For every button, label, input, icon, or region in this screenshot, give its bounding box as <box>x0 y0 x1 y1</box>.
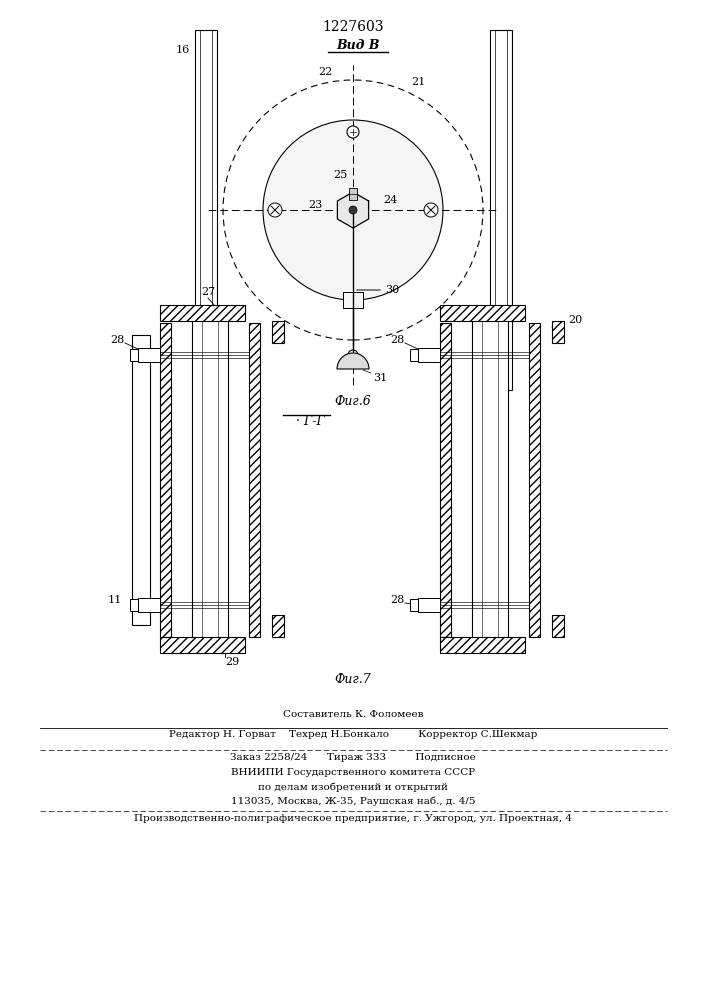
Bar <box>552 321 564 343</box>
Text: Редактор Н. Горват    Техред Н.Бонкало         Корректор С.Шекмар: Редактор Н. Горват Техред Н.Бонкало Корр… <box>169 730 537 739</box>
Circle shape <box>263 120 443 300</box>
Polygon shape <box>337 192 368 228</box>
Bar <box>138 348 160 362</box>
Text: 28: 28 <box>391 335 405 345</box>
Bar <box>130 349 138 361</box>
Text: 11: 11 <box>107 595 122 605</box>
Text: 1227603: 1227603 <box>322 20 384 34</box>
Bar <box>552 615 564 637</box>
Bar <box>160 305 245 321</box>
Text: 20: 20 <box>568 315 583 325</box>
Text: 21: 21 <box>411 77 425 87</box>
Bar <box>418 348 440 362</box>
Text: 113035, Москва, Ж-35, Раушская наб., д. 4/5: 113035, Москва, Ж-35, Раушская наб., д. … <box>230 796 475 806</box>
Text: 27: 27 <box>201 287 215 297</box>
Bar <box>410 349 418 361</box>
Circle shape <box>268 203 282 217</box>
Bar <box>440 323 451 637</box>
Text: 23: 23 <box>309 200 323 210</box>
Text: · Г-Г: · Г-Г <box>296 415 325 428</box>
Bar <box>249 323 260 637</box>
Bar <box>138 598 160 612</box>
Bar <box>132 335 150 625</box>
Bar <box>440 305 525 321</box>
Bar <box>192 310 228 650</box>
Bar <box>272 615 284 637</box>
Text: Фиг.6: Фиг.6 <box>334 395 371 408</box>
Circle shape <box>349 206 357 214</box>
Text: Вид В: Вид В <box>337 39 380 52</box>
Bar <box>130 599 138 611</box>
Text: по делам изобретений и открытий: по делам изобретений и открытий <box>258 782 448 792</box>
Text: 28: 28 <box>111 335 125 345</box>
Bar <box>472 310 508 650</box>
Text: Производственно-полиграфическое предприятие, г. Ужгород, ул. Проектная, 4: Производственно-полиграфическое предприя… <box>134 814 572 823</box>
Bar <box>160 323 171 637</box>
Text: 31: 31 <box>373 373 387 383</box>
Bar <box>343 292 363 308</box>
Text: 30: 30 <box>385 285 399 295</box>
Text: Фиг.7: Фиг.7 <box>334 673 371 686</box>
Text: 28: 28 <box>391 595 405 605</box>
Bar <box>490 30 512 390</box>
Text: 25: 25 <box>334 170 348 180</box>
Bar <box>418 598 440 612</box>
Bar <box>160 637 245 653</box>
Circle shape <box>424 203 438 217</box>
Wedge shape <box>337 353 369 369</box>
Bar <box>349 188 357 200</box>
Bar <box>440 637 525 653</box>
Bar <box>272 321 284 343</box>
Text: 16: 16 <box>176 45 190 55</box>
Text: 19: 19 <box>500 645 514 655</box>
Bar <box>195 30 217 390</box>
Circle shape <box>347 126 359 138</box>
Text: 24: 24 <box>383 195 397 205</box>
Text: Составитель К. Фоломеев: Составитель К. Фоломеев <box>283 710 423 719</box>
Text: Заказ 2258/24      Тираж 333         Подписное: Заказ 2258/24 Тираж 333 Подписное <box>230 753 476 762</box>
Bar <box>529 323 540 637</box>
Text: ВНИИПИ Государственного комитета СССР: ВНИИПИ Государственного комитета СССР <box>231 768 475 777</box>
Text: 22: 22 <box>319 67 333 77</box>
Text: 29: 29 <box>225 657 239 667</box>
Bar <box>410 599 418 611</box>
